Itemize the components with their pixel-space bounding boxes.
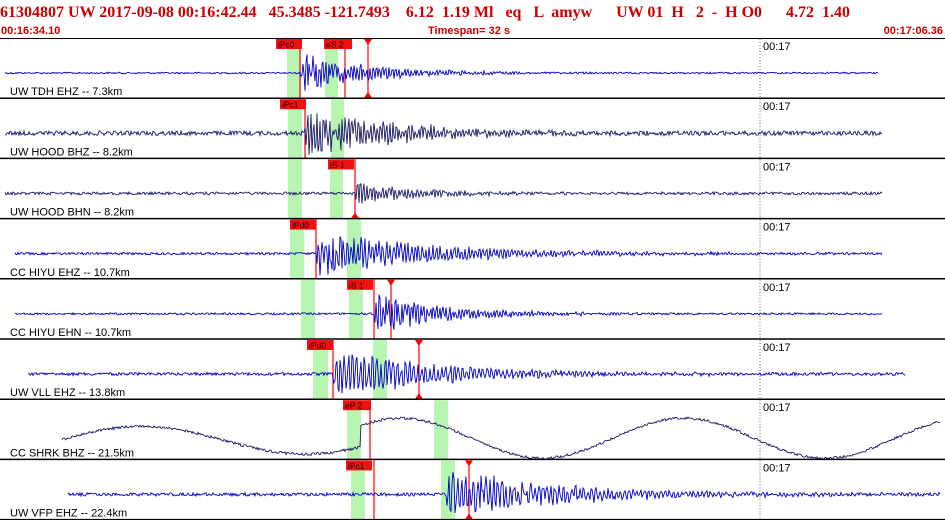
- pick-label-box[interactable]: [290, 219, 316, 230]
- pick-window-band: [288, 99, 302, 159]
- pick-triangle-marker[interactable]: [351, 212, 359, 219]
- time-mark-label: 00:17: [763, 462, 791, 474]
- waveform-trace[interactable]: [27, 354, 906, 394]
- pick-label-box[interactable]: [276, 39, 302, 49]
- pick-label-box[interactable]: [346, 460, 372, 471]
- station-panel[interactable]: iPc1 00:17 UW HOOD BHZ -- 8.2km: [0, 98, 945, 160]
- timespan-label: Timespan= 32 s: [428, 25, 511, 37]
- pick-triangle-marker[interactable]: [415, 393, 423, 399]
- time-mark-label: 00:17: [763, 342, 791, 354]
- pick-triangle-marker[interactable]: [465, 460, 473, 467]
- pick-triangle-marker[interactable]: [465, 513, 473, 520]
- pick-label: eP 2: [345, 401, 363, 411]
- pick-triangle-marker[interactable]: [364, 39, 372, 45]
- pick-window-band: [290, 219, 304, 279]
- seismogram-panel-stack[interactable]: iPc0 eS 2 00:17 UW TDH EHZ -- 7.3km iPc1 00:1…: [0, 38, 945, 520]
- waveform-trace[interactable]: [61, 416, 941, 461]
- station-panel[interactable]: iPd0 00:17 UW VLL EHZ -- 13.8km: [0, 339, 945, 400]
- pick-label: iPc1: [282, 100, 299, 110]
- waveform-trace[interactable]: [14, 236, 883, 276]
- station-label: UW HOOD BHZ -- 8.2km: [10, 146, 133, 158]
- time-mark-label: 00:17: [763, 41, 791, 53]
- pick-window-band: [287, 39, 301, 99]
- station-label: UW VFP EHZ -- 22.4km: [10, 508, 127, 520]
- pick-triangle-marker[interactable]: [364, 92, 372, 98]
- pick-window-band: [288, 159, 302, 219]
- pick-label-box[interactable]: [328, 159, 354, 170]
- waveform-trace[interactable]: [4, 183, 883, 204]
- station-label: UW VLL EHZ -- 13.8km: [10, 387, 125, 399]
- pick-label-box[interactable]: [347, 279, 373, 290]
- station-panel[interactable]: iPd0 00:17 CC HIYU EHZ -- 10.7km: [0, 218, 945, 280]
- station-label: UW HOOD BHN -- 8.2km: [10, 207, 134, 219]
- pick-label: iPc0: [278, 40, 295, 50]
- pick-label-box[interactable]: [324, 39, 352, 49]
- waveform-trace[interactable]: [4, 54, 879, 91]
- pick-label-box[interactable]: [307, 340, 333, 350]
- station-panel[interactable]: iS 1 00:17 UW HOOD BHN -- 8.2km: [0, 158, 945, 220]
- pick-label: iS 1: [349, 280, 364, 290]
- waveform-trace[interactable]: [67, 472, 941, 514]
- end-time-label: 00:17:06.36: [883, 25, 943, 37]
- station-label: CC HIYU EHZ -- 10.7km: [10, 267, 130, 279]
- pick-label: iPd0: [292, 220, 309, 230]
- event-header: 61304807 UW 2017-09-08 00:16:42.44 45.34…: [0, 0, 945, 38]
- pick-window-band: [313, 340, 328, 400]
- time-mark-label: 00:17: [763, 282, 791, 294]
- pick-window-band: [347, 400, 361, 460]
- pick-label: eS 2: [326, 40, 344, 50]
- pick-triangle-marker[interactable]: [387, 279, 395, 286]
- pick-label: iPd0: [309, 341, 326, 351]
- time-mark-label: 00:17: [763, 402, 791, 414]
- pick-label-box[interactable]: [343, 400, 371, 411]
- waveform-trace[interactable]: [14, 294, 883, 330]
- station-panel[interactable]: iPc1 00:17 UW VFP EHZ -- 22.4km: [0, 459, 945, 520]
- pick-window-band: [330, 159, 343, 219]
- pick-window-band: [351, 460, 365, 520]
- time-mark-label: 00:17: [763, 161, 791, 173]
- station-panel[interactable]: iS 1 00:17 CC HIYU EHN -- 10.7km: [0, 278, 945, 340]
- start-time-label: 00:16:34.10: [1, 25, 61, 37]
- station-label: CC HIYU EHN -- 10.7km: [10, 327, 131, 339]
- pick-window-band: [434, 400, 448, 460]
- pick-label: iPc1: [348, 461, 365, 471]
- station-panel[interactable]: iPc0 eS 2 00:17 UW TDH EHZ -- 7.3km: [0, 38, 945, 99]
- station-label: UW TDH EHZ -- 7.3km: [10, 86, 122, 98]
- pick-window-band: [301, 279, 315, 339]
- station-panel[interactable]: eP 2 00:17 CC SHRK BHZ -- 21.5km: [0, 399, 945, 461]
- time-mark-label: 00:17: [763, 222, 791, 234]
- station-label: CC SHRK BHZ -- 21.5km: [10, 447, 134, 459]
- pick-triangle-marker[interactable]: [415, 340, 423, 346]
- event-summary-line: 61304807 UW 2017-09-08 00:16:42.44 45.34…: [0, 4, 851, 21]
- time-mark-label: 00:17: [763, 101, 791, 113]
- pick-label: iS 1: [330, 160, 345, 170]
- pick-window-band: [349, 279, 363, 339]
- pick-label-box[interactable]: [280, 99, 306, 110]
- waveform-trace[interactable]: [4, 113, 883, 155]
- seismogram-canvas[interactable]: iPc0 eS 2 00:17 UW TDH EHZ -- 7.3km iPc1 00:1…: [0, 38, 945, 520]
